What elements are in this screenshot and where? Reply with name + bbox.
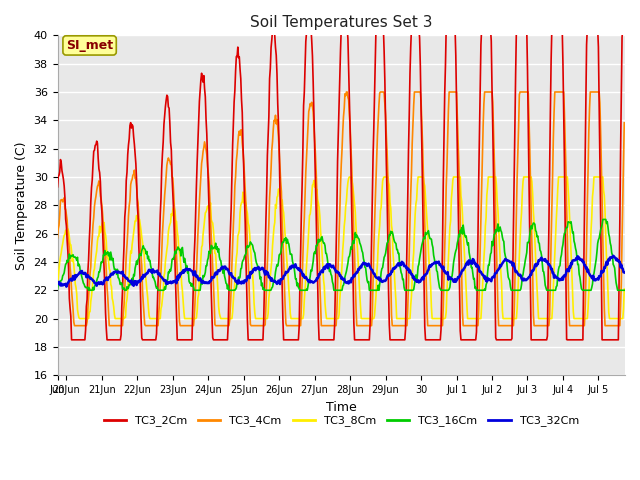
Y-axis label: Soil Temperature (C): Soil Temperature (C) — [15, 141, 28, 270]
Legend: TC3_2Cm, TC3_4Cm, TC3_8Cm, TC3_16Cm, TC3_32Cm: TC3_2Cm, TC3_4Cm, TC3_8Cm, TC3_16Cm, TC3… — [99, 411, 583, 431]
Text: SI_met: SI_met — [66, 39, 113, 52]
Title: Soil Temperatures Set 3: Soil Temperatures Set 3 — [250, 15, 433, 30]
X-axis label: Time: Time — [326, 400, 356, 413]
